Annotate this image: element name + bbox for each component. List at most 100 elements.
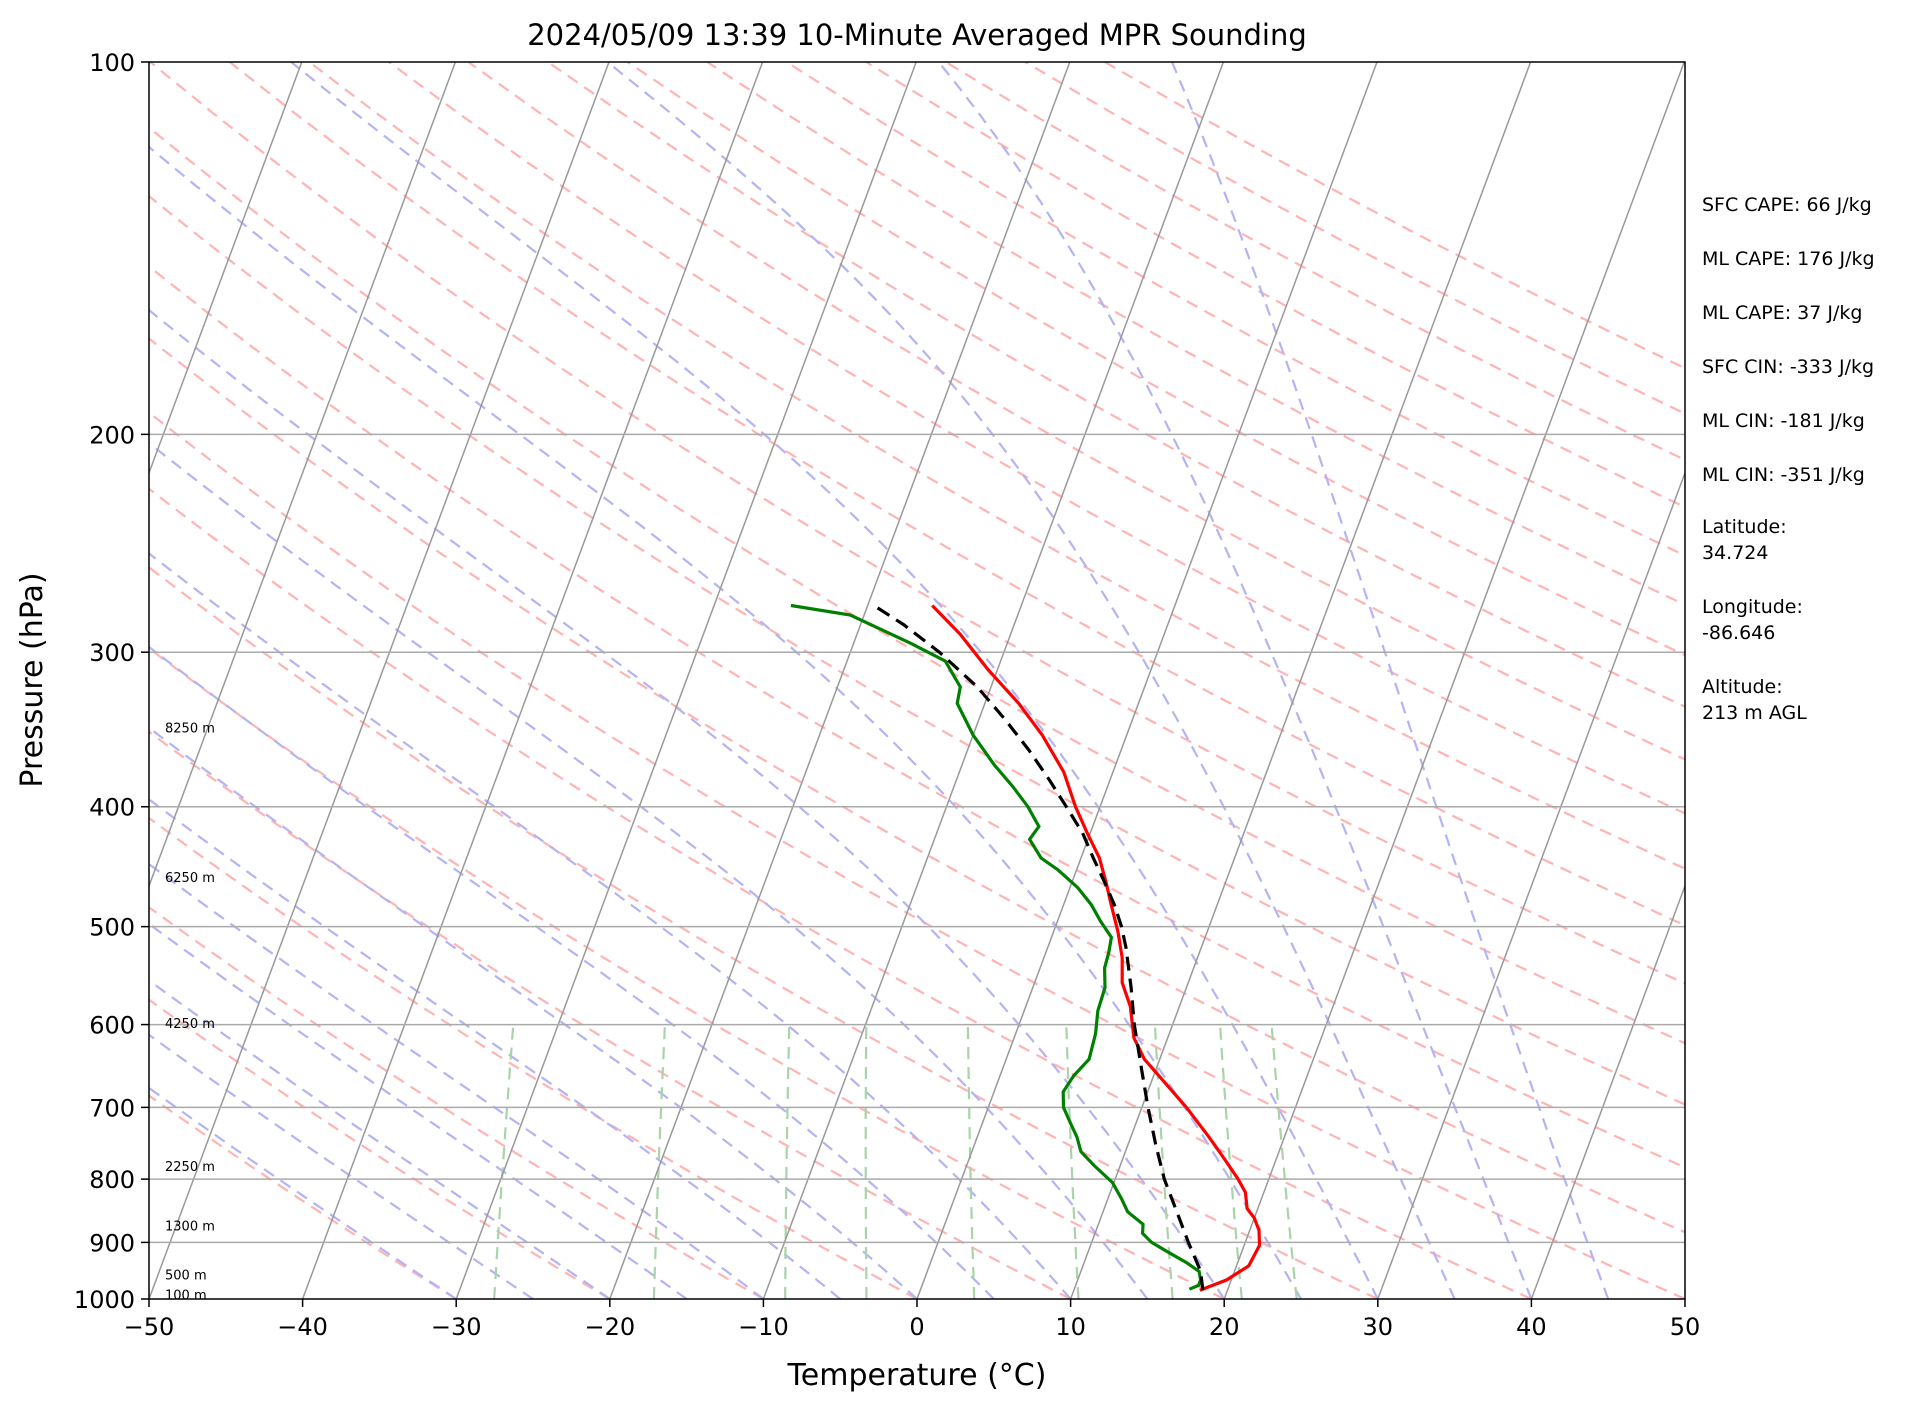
isotherm xyxy=(149,62,303,476)
x-tick-label: −40 xyxy=(277,1313,328,1341)
location-value: -86.646 xyxy=(1702,622,1775,644)
x-tick-label: 0 xyxy=(909,1313,924,1341)
moist-adiabat xyxy=(149,862,765,1299)
x-tick-label: −10 xyxy=(738,1313,789,1341)
height-label: 2250 m xyxy=(165,1160,215,1175)
mixing-ratio-line xyxy=(1065,1024,1080,1299)
height-label: 500 m xyxy=(165,1268,207,1283)
y-tick-label: 500 xyxy=(89,914,135,942)
isotherm xyxy=(1069,62,1532,1299)
location-value: 34.724 xyxy=(1702,542,1768,564)
y-tick-label: 100 xyxy=(89,49,135,77)
moist-adiabat xyxy=(149,552,1072,1299)
background-lines xyxy=(149,62,1685,1299)
stat-text: ML CAPE: 176 J/kg xyxy=(1702,248,1875,270)
y-tick-label: 200 xyxy=(89,421,135,449)
y-tick-label: 400 xyxy=(89,794,135,822)
dry-adiabat xyxy=(149,998,611,1299)
dry-adiabat xyxy=(626,62,1685,657)
x-tick-label: −50 xyxy=(124,1313,175,1341)
x-tick-label: 20 xyxy=(1209,1313,1240,1341)
dry-adiabat xyxy=(388,62,1685,815)
mixing-ratio-line xyxy=(864,1024,868,1299)
height-label: 1300 m xyxy=(165,1219,215,1234)
dry-adiabat xyxy=(149,411,1685,1299)
isotherm xyxy=(149,62,610,1299)
dry-adiabat xyxy=(149,126,1685,1045)
y-axis-label: Pressure (hPa) xyxy=(15,572,50,787)
dry-adiabat xyxy=(149,730,1072,1299)
stat-text: ML CAPE: 37 J/kg xyxy=(1702,302,1862,324)
mixing-ratio-line xyxy=(652,1024,666,1299)
dry-adiabat xyxy=(706,62,1685,606)
x-tick-label: 10 xyxy=(1055,1313,1086,1341)
dry-adiabat xyxy=(149,264,1685,1169)
moist-adiabat xyxy=(1170,62,1610,1299)
temperature-line xyxy=(931,604,1262,1292)
stat-text: ML CIN: -181 J/kg xyxy=(1702,410,1865,432)
isotherm xyxy=(609,62,1071,1299)
dry-adiabat xyxy=(308,62,1685,870)
moist-adiabat xyxy=(290,62,1379,1299)
mixing-ratio-line xyxy=(966,1024,976,1299)
height-label: 4250 m xyxy=(165,1017,215,1032)
y-tick-label: 1000 xyxy=(74,1286,135,1314)
isotherm xyxy=(762,62,1225,1299)
height-labels: 8250 m 6250 m 4250 m 2250 m 1300 m 500 m 100 m xyxy=(165,721,215,1303)
dry-adiabat xyxy=(149,1094,457,1299)
y-axis-ticks: 100 200 300 400 500 600 700 800 900 1000 xyxy=(74,49,149,1314)
moist-adiabat xyxy=(149,145,1302,1299)
x-tick-label: 40 xyxy=(1516,1313,1547,1341)
y-tick-label: 900 xyxy=(89,1229,135,1257)
moist-adiabat xyxy=(149,645,995,1299)
stat-text: SFC CIN: -333 J/kg xyxy=(1702,356,1874,378)
dry-adiabat xyxy=(149,905,764,1299)
moist-adiabat xyxy=(149,308,1226,1299)
mixing-ratio-line xyxy=(493,1024,515,1299)
moist-adiabat xyxy=(149,798,841,1299)
moist-adiabat xyxy=(149,441,1149,1299)
x-axis-ticks: −50 −40 −30 −20 −10 0 10 20 30 40 50 xyxy=(124,1299,1701,1341)
y-tick-label: 300 xyxy=(89,639,135,667)
location-label: Latitude: xyxy=(1702,516,1787,538)
location-value: 213 m AGL xyxy=(1702,702,1807,724)
dry-adiabat xyxy=(467,62,1685,761)
moist-adiabat xyxy=(149,922,688,1299)
dry-adiabat xyxy=(149,816,918,1299)
isotherm xyxy=(1377,470,1685,1299)
x-tick-label: 50 xyxy=(1670,1313,1701,1341)
x-tick-label: −20 xyxy=(584,1313,635,1341)
x-axis-label: Temperature (°C) xyxy=(787,1358,1047,1393)
dry-adiabat xyxy=(149,337,1685,1234)
moist-adiabat xyxy=(149,726,918,1299)
moist-adiabat xyxy=(937,62,1533,1299)
moist-adiabat xyxy=(606,62,1456,1299)
stat-text: SFC CAPE: 66 J/kg xyxy=(1702,194,1872,216)
data-lines xyxy=(790,603,1262,1292)
dewpoint-line xyxy=(790,603,1203,1291)
dry-adiabat xyxy=(149,62,1685,985)
location-label: Altitude: xyxy=(1702,676,1783,698)
y-tick-label: 800 xyxy=(89,1166,135,1194)
dry-adiabat xyxy=(149,565,1379,1299)
chart-title: 2024/05/09 13:39 10-Minute Averaged MPR … xyxy=(527,18,1307,52)
height-label: 100 m xyxy=(165,1289,207,1304)
y-tick-label: 700 xyxy=(89,1094,135,1122)
isotherm xyxy=(1223,62,1685,1299)
x-tick-label: 30 xyxy=(1363,1313,1394,1341)
dry-adiabat xyxy=(229,62,1685,927)
parcel-line xyxy=(873,604,1205,1291)
isotherm xyxy=(1530,883,1685,1299)
height-label: 8250 m xyxy=(165,721,215,736)
height-label: 6250 m xyxy=(165,871,215,886)
location-label: Longitude: xyxy=(1702,596,1803,618)
isotherm xyxy=(301,62,764,1299)
dry-adiabat xyxy=(149,646,1225,1299)
y-tick-label: 600 xyxy=(89,1012,135,1040)
isotherm xyxy=(916,62,1378,1299)
stat-text: ML CIN: -351 J/kg xyxy=(1702,464,1865,486)
info-panel: SFC CAPE: 66 J/kg ML CAPE: 176 J/kg ML CAP… xyxy=(1702,194,1875,724)
isotherm xyxy=(149,62,457,889)
x-tick-label: −30 xyxy=(431,1313,482,1341)
